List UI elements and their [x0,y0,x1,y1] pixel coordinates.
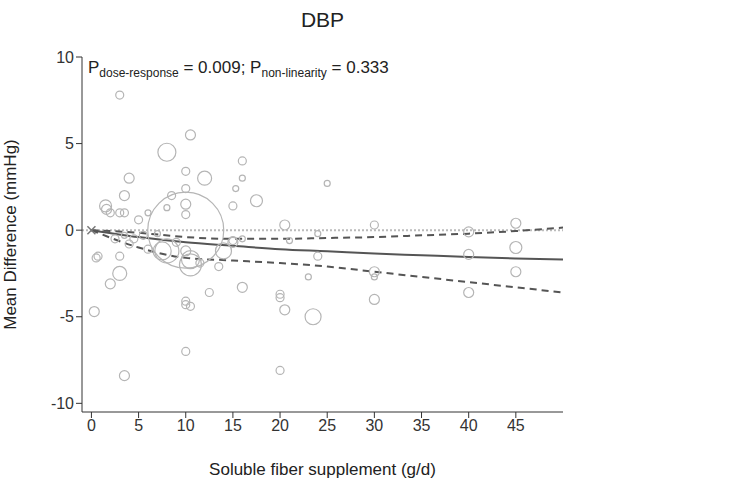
svg-text:Soluble fiber supplement (g/d): Soluble fiber supplement (g/d) [209,460,436,479]
svg-text:0: 0 [87,417,96,434]
svg-text:10: 10 [177,417,195,434]
svg-text:20: 20 [271,417,289,434]
html-text:DBP: DBP [300,8,345,31]
svg-text:40: 40 [460,417,478,434]
svg-text:5: 5 [65,135,74,152]
svg-text:15: 15 [224,417,242,434]
svg-text:5: 5 [134,417,143,434]
html-text:Pdose-response= 0.009; Pnon-li: Pdose-response= 0.009; Pnon-linearity= 0… [88,58,389,81]
svg-text:-10: -10 [51,395,74,412]
svg-text:10: 10 [56,49,74,66]
svg-text:-5: -5 [60,308,74,325]
svg-text:Mean Difference (mmHg): Mean Difference (mmHg) [8,139,20,330]
svg-text:30: 30 [365,417,383,434]
svg-text:45: 45 [507,417,525,434]
svg-text:25: 25 [318,417,336,434]
svg-text:35: 35 [413,417,431,434]
svg-text:0: 0 [65,222,74,239]
